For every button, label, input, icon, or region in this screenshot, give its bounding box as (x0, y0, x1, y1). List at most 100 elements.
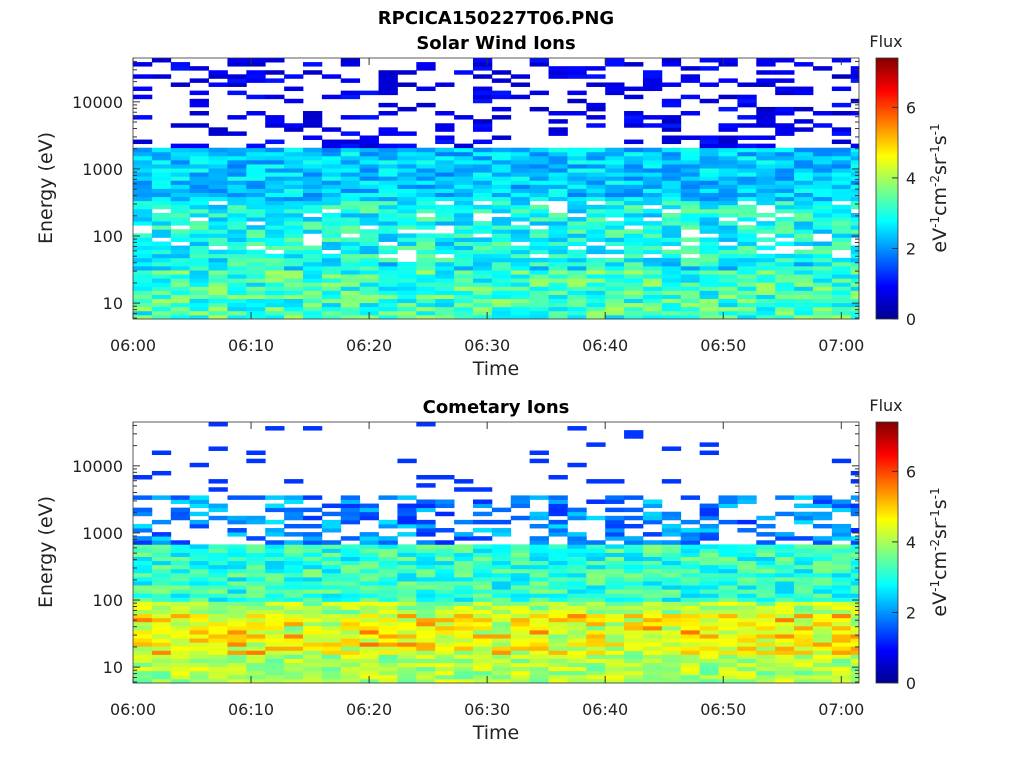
heatmap-cell (718, 147, 738, 153)
heatmap-cell (775, 286, 795, 291)
heatmap-cell (737, 609, 757, 615)
heatmap-cell (567, 164, 587, 169)
heatmap-cell (699, 58, 719, 63)
heatmap-cell (567, 282, 587, 287)
heatmap-cell (321, 605, 342, 610)
heatmap-cell (151, 241, 172, 246)
heatmap-cell (359, 294, 379, 300)
heatmap-cell (529, 159, 549, 165)
colorbar-unit-label: eV-1cm-2sr-1s-1 (928, 487, 951, 616)
heatmap-cell (718, 204, 738, 210)
heatmap-cell (472, 249, 493, 255)
heatmap-cell (302, 180, 323, 185)
heatmap-cell (151, 192, 172, 198)
heatmap-cell (472, 180, 493, 185)
heatmap-cell (699, 257, 719, 263)
heatmap-cell (189, 278, 209, 283)
heatmap-cell (378, 184, 398, 189)
heatmap-cell (133, 528, 153, 533)
heatmap-cell (529, 164, 549, 169)
heatmap-cell (378, 131, 398, 136)
heatmap-cell (699, 552, 719, 557)
heatmap-cell (340, 642, 361, 647)
heatmap-cell (586, 82, 606, 87)
heatmap-cell (586, 164, 606, 169)
heatmap-cell (265, 172, 285, 177)
heatmap-cell (246, 658, 266, 664)
heatmap-cell (416, 540, 436, 545)
heatmap-cell (151, 298, 172, 304)
heatmap-cell (699, 666, 719, 672)
heatmap-cell (794, 560, 814, 566)
heatmap-cell (397, 159, 417, 165)
heatmap-cell (416, 245, 436, 251)
heatmap-cell (718, 212, 738, 218)
heatmap-cell (699, 221, 719, 226)
heatmap-cell (567, 111, 587, 116)
x-axis-label: Time (472, 722, 520, 744)
heatmap-cell (567, 180, 587, 185)
heatmap-cell (472, 290, 493, 295)
heatmap-cell (284, 196, 304, 202)
heatmap-cell (605, 662, 625, 668)
heatmap-cell (340, 286, 361, 291)
heatmap-cell (718, 634, 738, 639)
heatmap-cell (812, 164, 833, 169)
heatmap-cell (133, 200, 153, 206)
heatmap-cell (284, 229, 304, 234)
heatmap-cell (661, 523, 682, 529)
heatmap-cell (170, 147, 191, 153)
heatmap-cell (227, 184, 247, 189)
heatmap-cell (605, 159, 625, 165)
heatmap-cell (246, 164, 266, 169)
heatmap-cell (378, 225, 398, 230)
heatmap-cell (302, 314, 323, 320)
heatmap-cell (624, 581, 644, 586)
heatmap-cell (472, 62, 493, 67)
heatmap-cell (321, 200, 342, 206)
heatmap-cell (661, 176, 682, 181)
heatmap-cell (567, 241, 587, 246)
heatmap-cell (472, 585, 493, 590)
heatmap-cell (699, 310, 719, 316)
heatmap-cell (850, 605, 860, 610)
heatmap-cell (699, 544, 719, 549)
heatmap-cell (586, 556, 606, 562)
heatmap-cell (831, 74, 852, 79)
heatmap-cell (227, 282, 247, 287)
heatmap-cell (605, 564, 625, 570)
heatmap-cell (170, 159, 191, 165)
heatmap-cell (794, 585, 814, 590)
heatmap-cell (416, 306, 436, 312)
heatmap-cell (416, 302, 436, 308)
heatmap-cell (454, 589, 474, 594)
heatmap-cell (831, 458, 852, 464)
heatmap-cell (265, 654, 285, 659)
heatmap-cell (831, 621, 852, 627)
heatmap-cell (699, 442, 719, 447)
heatmap-cell (642, 310, 663, 316)
heatmap-cell (378, 229, 398, 234)
heatmap-cell (699, 278, 719, 283)
heatmap-cell (416, 188, 436, 193)
heatmap-cell (642, 593, 663, 598)
heatmap-cell (605, 625, 625, 631)
heatmap-cell (133, 536, 153, 541)
heatmap-cell (586, 597, 606, 602)
heatmap-cell (133, 617, 153, 623)
heatmap-cell (170, 123, 191, 128)
heatmap-cell (661, 576, 682, 582)
heatmap-cell (680, 225, 701, 230)
heatmap-cell (718, 62, 738, 67)
heatmap-cell (794, 662, 814, 668)
heatmap-cell (435, 589, 455, 594)
heatmap-cell (680, 621, 701, 627)
heatmap-cell (378, 585, 398, 590)
heatmap-cell (756, 135, 776, 140)
heatmap-cell (605, 670, 625, 676)
heatmap-cell (605, 642, 625, 647)
heatmap-cell (775, 159, 795, 165)
heatmap-cell (794, 670, 814, 676)
heatmap-cell (246, 233, 266, 238)
heatmap-cell (567, 568, 587, 574)
